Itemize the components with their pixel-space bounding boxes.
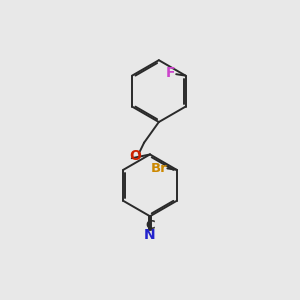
Text: N: N <box>144 228 156 242</box>
Text: O: O <box>129 149 141 163</box>
Text: F: F <box>166 66 176 80</box>
Text: C: C <box>145 219 155 232</box>
Text: Br: Br <box>151 162 167 175</box>
